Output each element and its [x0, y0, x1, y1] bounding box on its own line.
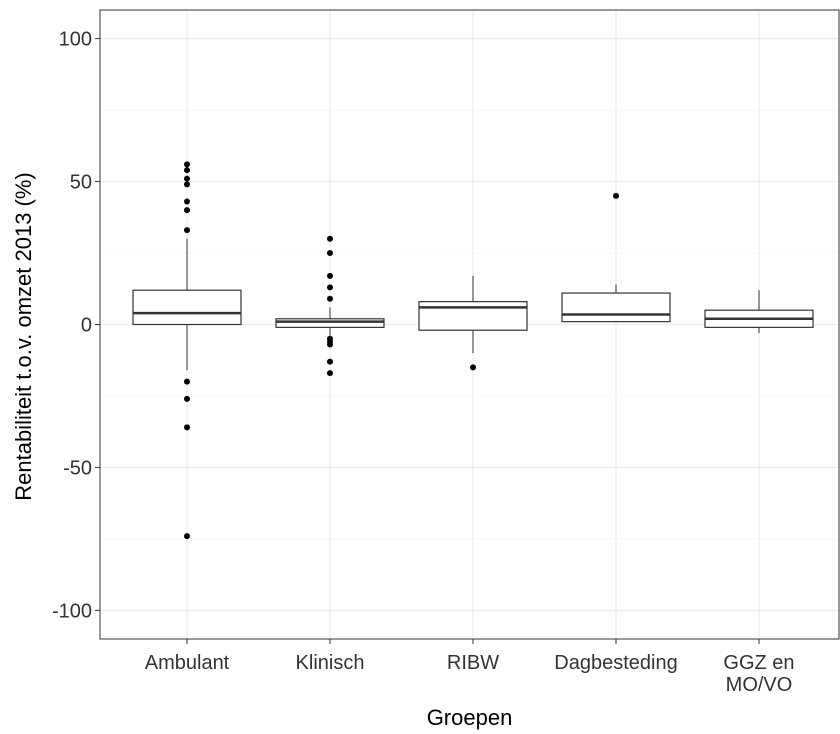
outlier-point [184, 198, 190, 205]
box-group [418, 275, 528, 371]
outlier-point [184, 378, 190, 385]
box-group [132, 161, 242, 540]
outlier-point [327, 370, 333, 377]
outlier-point [327, 250, 333, 257]
box-iqr [418, 301, 528, 331]
x-tick-label: Ambulant [145, 652, 230, 674]
x-tick-label: GGZ en MO/VO [723, 652, 794, 696]
outlier-point [184, 175, 190, 182]
y-tick-label: 0 [81, 315, 92, 337]
x-axis: Ambulant Klinisch RIBW Dagbesteding GGZ en MO… [145, 639, 795, 696]
box-iqr [132, 289, 242, 326]
outlier-point [327, 235, 333, 242]
outlier-point [184, 161, 190, 168]
x-tick-label-line: GGZ en [723, 652, 794, 674]
outlier-point [184, 181, 190, 188]
y-axis: -100 -50 0 50 100 [52, 29, 100, 622]
outlier-point [184, 395, 190, 402]
box-iqr [561, 292, 671, 323]
outlier-point [613, 192, 619, 199]
box-series [132, 161, 814, 540]
box-group [561, 192, 671, 323]
y-tick-label: 100 [59, 29, 92, 51]
outlier-point [327, 284, 333, 291]
outlier-point [184, 424, 190, 431]
outlier-point [327, 295, 333, 302]
x-tick-label-line: MO/VO [726, 674, 793, 696]
y-axis-title: Rentabiliteit t.o.v. omzet 2013 (%) [11, 172, 36, 501]
outlier-point [327, 358, 333, 365]
outlier-point [184, 227, 190, 234]
outlier-point [184, 207, 190, 214]
x-axis-title: Groepen [427, 705, 513, 730]
box-group [704, 290, 814, 334]
outlier-point [470, 364, 476, 371]
box-iqr [275, 318, 385, 328]
outlier-point [184, 533, 190, 540]
outlier-point [184, 167, 190, 174]
box-group [275, 235, 385, 377]
x-tick-label-line: Dagbesteding [554, 652, 677, 674]
y-tick-label: 50 [70, 172, 92, 194]
x-tick-label: RIBW [447, 652, 499, 674]
x-tick-label: Dagbesteding [554, 652, 677, 674]
x-tick-label-line: Ambulant [145, 652, 230, 674]
y-tick-label: -100 [52, 600, 92, 622]
outlier-point [327, 341, 333, 348]
x-tick-label: Klinisch [296, 652, 365, 674]
x-tick-label-line: Klinisch [296, 652, 365, 674]
x-tick-label-line: RIBW [447, 652, 499, 674]
outlier-point [327, 272, 333, 279]
y-tick-label: -50 [63, 457, 92, 479]
